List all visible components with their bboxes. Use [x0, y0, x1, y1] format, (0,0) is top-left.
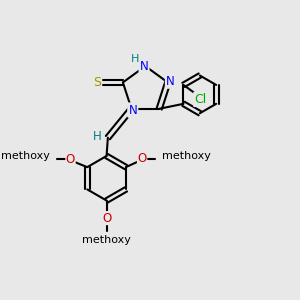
- Text: methoxy: methoxy: [162, 151, 211, 161]
- Text: N: N: [128, 103, 137, 117]
- Text: S: S: [93, 76, 101, 89]
- Text: H: H: [131, 54, 140, 64]
- Text: H: H: [92, 130, 101, 143]
- Text: Cl: Cl: [194, 93, 207, 106]
- Text: methoxy: methoxy: [1, 151, 50, 161]
- Text: N: N: [166, 75, 175, 88]
- Text: methoxy: methoxy: [82, 236, 131, 245]
- Text: O: O: [66, 153, 75, 166]
- Text: O: O: [102, 212, 111, 225]
- Text: O: O: [137, 152, 147, 165]
- Text: N: N: [140, 60, 148, 73]
